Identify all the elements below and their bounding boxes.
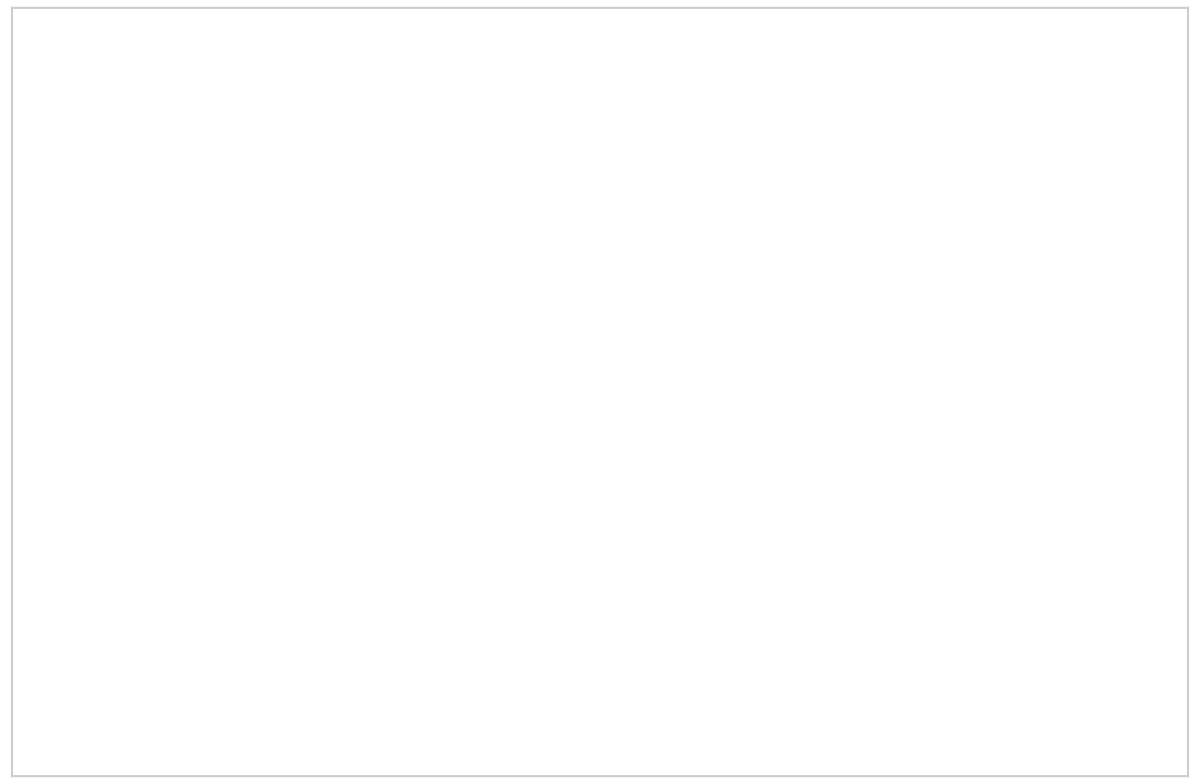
Text: B.  The binding proteins are responsible for its strength.: B. The binding proteins are responsible … xyxy=(59,414,798,440)
Text: C.  The fact that it does not undergo treadmilling makes it
     hard to break.: C. The fact that it does not undergo tre… xyxy=(59,487,828,547)
Text: D.  Its construction from 8 dimers makes it difficult to break.: D. Its construction from 8 dimers makes … xyxy=(59,633,859,659)
Text: Multiple Choice: Multiple Choice xyxy=(451,736,623,757)
Text: E.  The 8 overlapping anti-parallel tetramers make it difficult
     to break.: E. The 8 overlapping anti-parallel tetra… xyxy=(59,706,860,766)
Text: A.  Its construction from dimers make it difficult to break.: A. Its construction from dimers make it … xyxy=(59,341,817,367)
Text: Question 1. How does the molecular structure
of a keratin filament increase the : Question 1. How does the molecular struc… xyxy=(54,94,1063,229)
